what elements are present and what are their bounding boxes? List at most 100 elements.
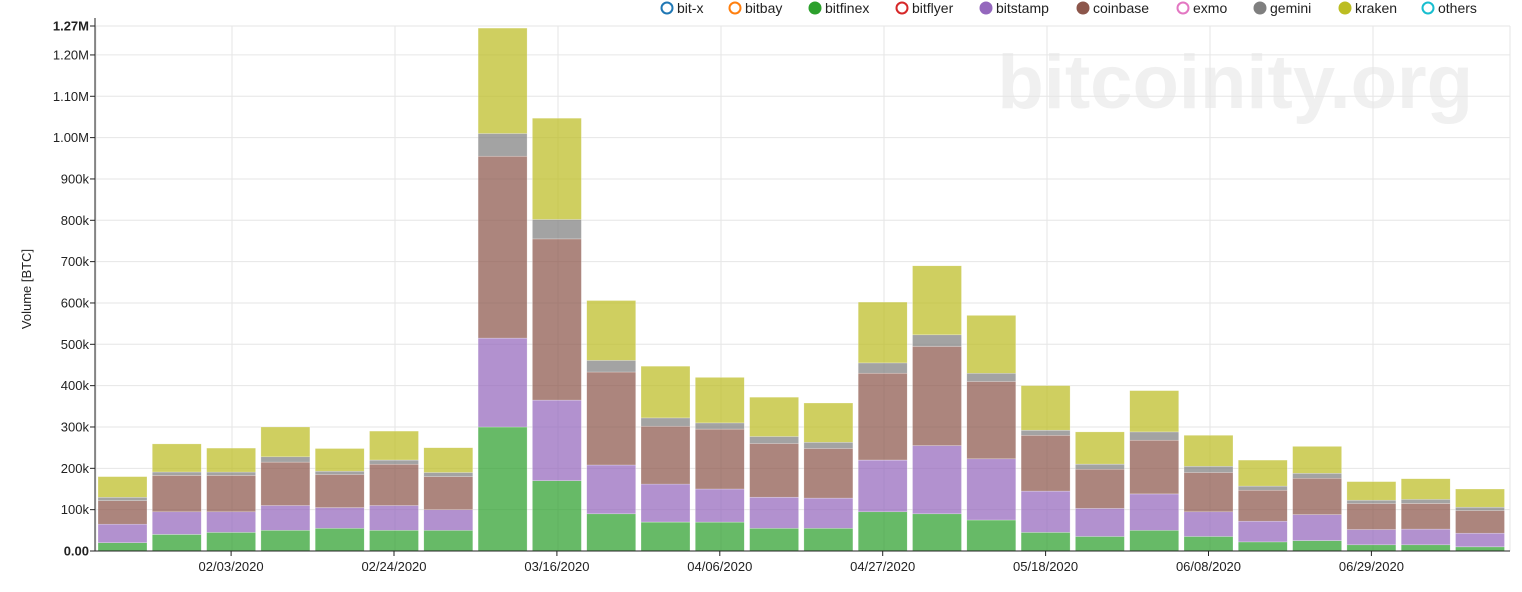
bar-gemini-5 xyxy=(369,459,419,465)
bar-kraken-24 xyxy=(1400,478,1451,500)
bar-bitfinex-20 xyxy=(1183,536,1234,552)
bar-kraken-14 xyxy=(857,301,908,364)
legend-label-kraken[interactable]: kraken xyxy=(1355,0,1397,16)
bar-kraken-13 xyxy=(803,402,854,443)
x-tick-label-4: 04/27/2020 xyxy=(850,559,915,574)
bar-bitfinex-17 xyxy=(1020,532,1071,552)
bar-bitstamp-13 xyxy=(803,497,854,529)
bar-bitfinex-1 xyxy=(152,534,202,552)
bar-bitstamp-23 xyxy=(1346,529,1397,546)
bar-kraken-3 xyxy=(260,426,311,458)
bar-kraken-21 xyxy=(1238,459,1288,487)
bar-kraken-10 xyxy=(640,365,691,419)
legend-label-others[interactable]: others xyxy=(1438,0,1477,16)
legend: bit-x bitbay bitfinex bitflyer bitstamp coinb… xyxy=(660,0,1477,16)
bar-bitstamp-14 xyxy=(857,459,908,513)
legend-label-exmo[interactable]: exmo xyxy=(1193,0,1227,16)
bar-gemini-15 xyxy=(912,334,962,347)
bar-kraken-0 xyxy=(97,476,148,498)
legend-marker-bit-x[interactable] xyxy=(660,1,674,15)
bar-bitfinex-7 xyxy=(477,426,528,552)
bar-bitstamp-19 xyxy=(1129,493,1179,531)
bar-coinbase-7 xyxy=(477,155,528,339)
bar-bitstamp-16 xyxy=(966,458,1017,521)
bar-kraken-12 xyxy=(749,396,799,437)
legend-label-bit-x[interactable]: bit-x xyxy=(677,0,703,16)
bar-coinbase-8 xyxy=(532,238,582,401)
bar-kraken-7 xyxy=(477,27,528,134)
bar-coinbase-19 xyxy=(1129,439,1179,495)
legend-marker-coinbase[interactable] xyxy=(1076,1,1090,15)
bar-kraken-5 xyxy=(369,430,419,461)
legend-label-bitfinex[interactable]: bitfinex xyxy=(825,0,869,16)
bar-gemini-1 xyxy=(152,471,202,476)
legend-marker-kraken[interactable] xyxy=(1338,1,1352,15)
bar-coinbase-5 xyxy=(369,463,419,506)
bar-kraken-9 xyxy=(586,300,636,361)
legend-marker-bitflyer[interactable] xyxy=(895,1,909,15)
watermark: bitcoinity.org xyxy=(997,40,1473,125)
bar-coinbase-0 xyxy=(97,500,148,525)
bar-coinbase-20 xyxy=(1183,472,1234,513)
legend-marker-bitstamp[interactable] xyxy=(979,1,993,15)
bar-bitstamp-24 xyxy=(1400,528,1451,546)
bar-coinbase-10 xyxy=(640,425,691,485)
bar-gemini-2 xyxy=(206,471,256,476)
bar-gemini-20 xyxy=(1183,466,1234,473)
bar-coinbase-22 xyxy=(1292,477,1342,515)
legend-marker-others[interactable] xyxy=(1421,1,1435,15)
legend-label-bitflyer[interactable]: bitflyer xyxy=(912,0,954,16)
legend-label-coinbase[interactable]: coinbase xyxy=(1093,0,1149,16)
bars-layer xyxy=(97,27,1505,552)
bar-gemini-8 xyxy=(532,219,582,240)
x-tick-label-2: 03/16/2020 xyxy=(524,559,589,574)
legend-label-gemini[interactable]: gemini xyxy=(1270,0,1311,16)
bar-gemini-10 xyxy=(640,417,691,427)
bar-kraken-2 xyxy=(206,447,256,473)
bar-kraken-20 xyxy=(1183,435,1234,467)
legend-marker-bitbay[interactable] xyxy=(728,1,742,15)
bar-gemini-4 xyxy=(314,470,365,475)
bar-kraken-19 xyxy=(1129,390,1179,433)
bar-bitfinex-25 xyxy=(1455,546,1505,552)
bar-gemini-12 xyxy=(749,436,799,444)
bar-kraken-15 xyxy=(912,265,962,336)
y-tick-label-13: 1.27M xyxy=(53,19,89,34)
bar-kraken-6 xyxy=(423,447,474,473)
bar-coinbase-13 xyxy=(803,448,854,499)
bar-bitstamp-5 xyxy=(369,505,419,531)
legend-label-bitstamp[interactable]: bitstamp xyxy=(996,0,1049,16)
bar-coinbase-14 xyxy=(857,372,908,461)
bar-bitfinex-5 xyxy=(369,530,419,552)
y-tick-label-4: 400k xyxy=(61,378,90,393)
legend-marker-bitfinex[interactable] xyxy=(808,1,822,15)
bar-coinbase-17 xyxy=(1020,435,1071,492)
bar-coinbase-3 xyxy=(260,461,311,506)
bar-bitstamp-6 xyxy=(423,509,474,531)
bar-gemini-16 xyxy=(966,372,1017,382)
bar-kraken-4 xyxy=(314,448,365,472)
legend-label-bitbay[interactable]: bitbay xyxy=(745,0,782,16)
bar-bitfinex-0 xyxy=(97,542,148,552)
bar-coinbase-25 xyxy=(1455,510,1505,534)
bar-kraken-23 xyxy=(1346,481,1397,501)
bar-bitstamp-10 xyxy=(640,483,691,523)
bar-gemini-18 xyxy=(1075,463,1125,470)
bar-bitstamp-12 xyxy=(749,497,799,529)
bar-kraken-25 xyxy=(1455,488,1505,508)
bar-kraken-8 xyxy=(532,117,582,220)
bar-bitstamp-11 xyxy=(695,488,745,523)
bar-coinbase-16 xyxy=(966,381,1017,460)
legend-marker-gemini[interactable] xyxy=(1253,1,1267,15)
bar-bitstamp-0 xyxy=(97,523,148,543)
y-tick-label-5: 500k xyxy=(61,337,90,352)
bar-bitfinex-6 xyxy=(423,530,474,552)
x-tick-label-1: 02/24/2020 xyxy=(361,559,426,574)
bar-kraken-1 xyxy=(152,443,202,473)
bar-coinbase-12 xyxy=(749,443,799,498)
bar-kraken-18 xyxy=(1075,431,1125,465)
legend-marker-exmo[interactable] xyxy=(1176,1,1190,15)
bar-bitstamp-3 xyxy=(260,505,311,531)
bar-coinbase-9 xyxy=(586,371,636,466)
y-tick-label-6: 600k xyxy=(61,295,90,310)
